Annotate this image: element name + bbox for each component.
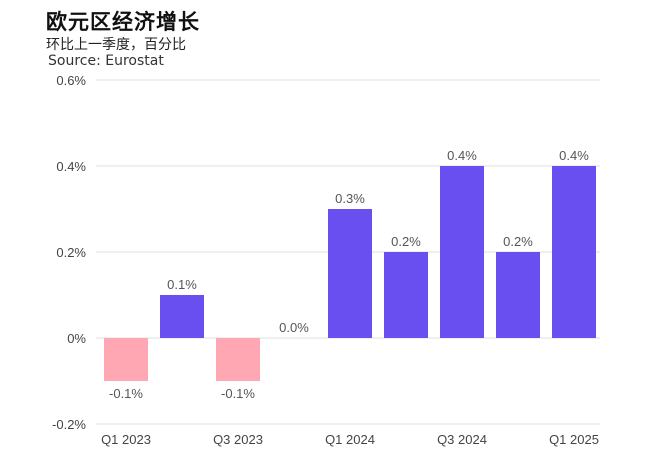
y-tick-label: 0.4% (56, 159, 86, 174)
x-tick-label: Q1 2023 (101, 432, 151, 447)
data-label: 0.4% (447, 148, 477, 163)
data-label: 0.4% (559, 148, 589, 163)
chart-title: 欧元区经济增长 (46, 10, 200, 34)
y-tick-label: 0.2% (56, 245, 86, 260)
bar (160, 295, 204, 338)
data-label: -0.1% (109, 386, 143, 401)
x-tick-label: Q3 2023 (213, 432, 263, 447)
chart-source: Source: Eurostat (48, 53, 164, 69)
bar (216, 338, 260, 381)
x-tick-label: Q1 2024 (325, 432, 375, 447)
bar (440, 166, 484, 338)
bar (104, 338, 148, 381)
bar (384, 252, 428, 338)
chart-subtitle: 环比上一季度，百分比 (46, 37, 186, 53)
data-label: 0.2% (503, 234, 533, 249)
data-label: 0.1% (167, 277, 197, 292)
x-tick-label: Q3 2024 (437, 432, 487, 447)
x-tick-label: Q1 2025 (549, 432, 599, 447)
data-label: 0.0% (279, 320, 309, 335)
data-label: -0.1% (221, 386, 255, 401)
bar (552, 166, 596, 338)
data-label: 0.3% (335, 191, 365, 206)
bar (496, 252, 540, 338)
y-tick-label: 0% (67, 331, 86, 346)
data-label: 0.2% (391, 234, 421, 249)
y-tick-label: -0.2% (52, 417, 86, 432)
bar (328, 209, 372, 338)
y-tick-label: 0.6% (56, 73, 86, 88)
